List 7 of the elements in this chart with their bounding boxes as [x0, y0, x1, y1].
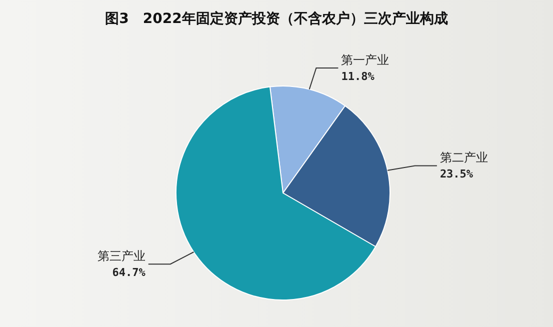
data-label: 11.8% — [341, 70, 375, 83]
slice-label: 第三产业 — [97, 249, 146, 264]
data-label: 64.7% — [112, 266, 146, 280]
chart-title: 图3 2022年固定资产投资（不含农户）三次产业构成 — [104, 10, 449, 28]
slice-label: 第二产业 — [440, 150, 488, 165]
data-label: 23.5% — [440, 168, 474, 181]
slice-label: 第一产业 — [341, 52, 390, 67]
